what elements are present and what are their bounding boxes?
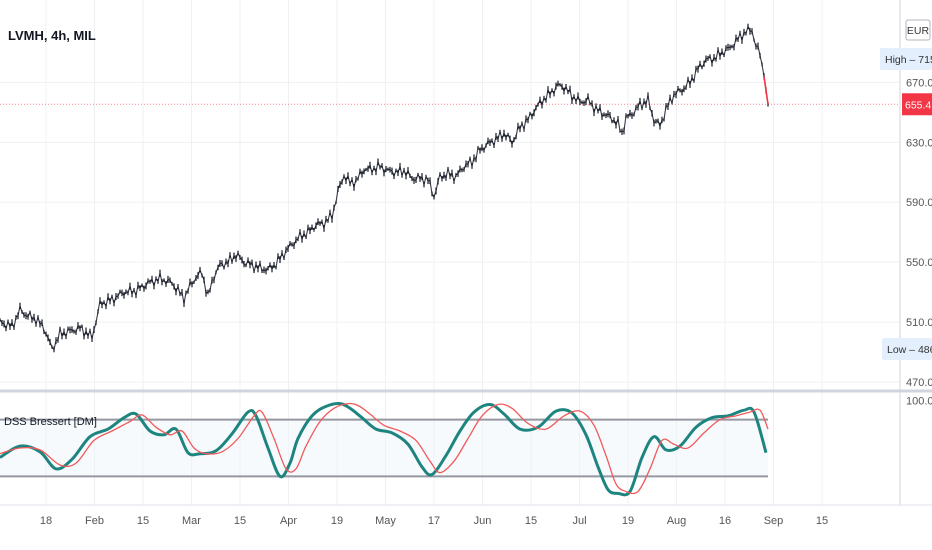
time-tick-label: 19 [331, 515, 343, 527]
oscillator-line-slow [0, 402, 769, 495]
currency-badge[interactable]: EUR [905, 19, 931, 41]
price-tick-label: 590.0 [906, 197, 932, 209]
high-label: High [885, 54, 907, 66]
time-tick-label: 19 [622, 515, 634, 527]
price-tick-label: 510.0 [906, 317, 932, 329]
price-tick-label: 470.0 [906, 377, 932, 389]
price-tick-label: 670.0 [906, 77, 932, 89]
time-tick-label: 15 [234, 515, 246, 527]
time-tick-label: 15 [525, 515, 537, 527]
low-price-tag: Low – 486.1 [882, 338, 932, 360]
time-tick-label: Mar [182, 515, 201, 527]
symbol-title[interactable]: LVMH, 4h, MIL [8, 28, 96, 43]
svg-text:EUR: EUR [907, 25, 930, 37]
last-candle [763, 76, 769, 105]
time-tick-label: Feb [85, 515, 104, 527]
time-tick-label: 16 [719, 515, 731, 527]
high-price-tag: High – 715.4 [880, 48, 932, 70]
time-tick-label: 18 [40, 515, 52, 527]
time-tick-label: Jul [572, 515, 586, 527]
time-tick-label: Jun [474, 515, 492, 527]
time-tick-label: Aug [667, 515, 687, 527]
last-price-tag: 655.4 [902, 93, 932, 116]
oscillator-band [0, 419, 768, 477]
time-tick-label: Apr [280, 515, 297, 527]
low-label: Low [887, 344, 907, 356]
price-line [0, 24, 769, 351]
oscillator-line-fast [0, 402, 768, 497]
oscillator-pane [0, 402, 769, 497]
high-value: 715.4 [918, 54, 932, 66]
time-tick-label: 15 [816, 515, 828, 527]
price-axis[interactable]: 470.0 510.0 550.0 590.0 630.0 670.0 100.0 [906, 77, 932, 407]
price-tick-label: 550.0 [906, 257, 932, 269]
time-tick-label: May [375, 515, 396, 527]
svg-text:655.4: 655.4 [905, 99, 931, 111]
time-tick-label: 15 [137, 515, 149, 527]
svg-text:Low – 486.1: Low – 486.1 [887, 344, 932, 356]
low-value: 486.1 [918, 344, 932, 356]
time-axis[interactable]: 18 Feb 15 Mar 15 Apr 19 May 17 Jun 15 Jul 19 Aug 16 Sep… [40, 515, 828, 527]
price-series [0, 23, 769, 353]
price-tick-label: 630.0 [906, 137, 932, 149]
oscillator-axis-label: 100.0 [906, 396, 932, 408]
svg-text:High – 715.4: High – 715.4 [885, 54, 932, 66]
oscillator-title[interactable]: DSS Bressert [DM] [4, 416, 97, 428]
time-tick-label: Sep [764, 515, 784, 527]
time-tick-label: 17 [428, 515, 440, 527]
